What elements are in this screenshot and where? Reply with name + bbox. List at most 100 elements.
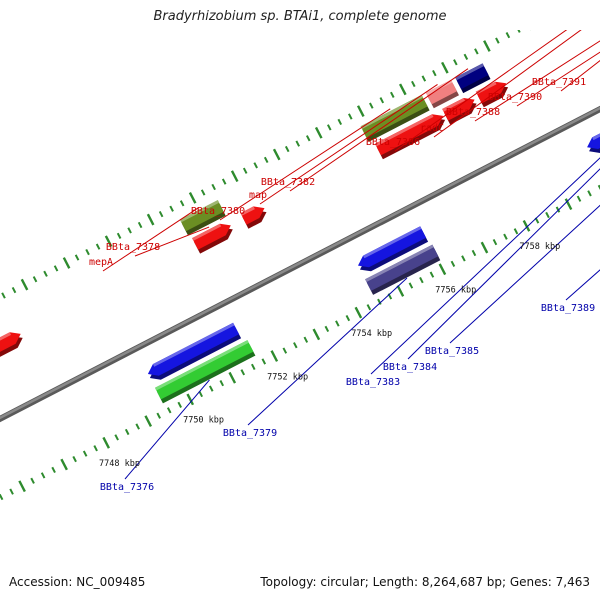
gene-body: [147, 322, 240, 376]
gene-body: [475, 81, 507, 104]
top-scale-tick: [32, 276, 38, 283]
gene-highlight: [592, 133, 600, 141]
top-scale-tick: [137, 221, 143, 229]
bottom-scale-tick: [429, 271, 435, 278]
top-scale-tick: [116, 232, 122, 239]
gene-body: [455, 63, 489, 90]
top-scale-tick: [230, 170, 239, 183]
gene-label-mepA[interactable]: mepA: [89, 257, 113, 268]
callout-line: [259, 84, 438, 205]
top-scale-tick: [356, 105, 365, 117]
gene-g2[interactable]: [147, 322, 242, 380]
bottom-scale-tick: [240, 369, 246, 376]
gene-label-BBta_7376[interactable]: BBta_7376: [100, 482, 154, 493]
gene-g8[interactable]: [365, 244, 441, 295]
bottom-scale-tick: [492, 239, 498, 246]
callout-line: [370, 157, 600, 375]
gene-g1[interactable]: [0, 332, 23, 363]
bottom-scale-tick: [186, 393, 195, 406]
bottom-scale-tick: [177, 401, 182, 408]
bottom-scale-tick: [72, 455, 77, 463]
gene-label-BBta_7383[interactable]: BBta_7383: [346, 377, 400, 388]
bottom-scale-tick: [366, 304, 372, 311]
tick-marks: [0, 5, 600, 501]
bottom-scale-tick: [522, 219, 531, 232]
gene-body: [442, 98, 475, 121]
gene-g9[interactable]: [360, 94, 430, 142]
gene-body: [192, 223, 231, 250]
bottom-scale-tick: [156, 412, 161, 419]
bottom-scale-tick: [40, 472, 46, 479]
genome-backbone: [0, 105, 600, 423]
bottom-scale-tick: [461, 255, 466, 262]
gene-g13[interactable]: [455, 63, 491, 94]
gene-g12[interactable]: [442, 98, 477, 125]
gene-highlight: [240, 206, 255, 216]
top-scale-tick: [559, 5, 562, 10]
bottom-scale-tick: [377, 298, 382, 305]
gene-body: [155, 340, 254, 400]
bottom-scale-tick: [324, 325, 330, 333]
bottom-scale-tick: [576, 195, 582, 202]
gene-g7[interactable]: [358, 226, 429, 272]
gene-label-BBta_7378[interactable]: BBta_7378: [106, 242, 160, 253]
gene-label-map[interactable]: map: [249, 190, 267, 201]
gene-g14[interactable]: [475, 81, 509, 108]
gene-highlight: [152, 322, 235, 367]
top-scale-tick: [390, 91, 395, 98]
genome-summary: Topology: circular; Length: 8,264,687 bp…: [260, 575, 590, 589]
gene-g15[interactable]: [587, 123, 600, 153]
top-scale-tick: [242, 167, 248, 174]
gene-label-radC[interactable]: radC: [420, 123, 444, 134]
gene-g4[interactable]: [179, 200, 226, 236]
bottom-scale-tick: [597, 184, 600, 191]
gene-highlight: [179, 200, 220, 223]
callout-line: [449, 204, 600, 344]
bottom-scale-tick: [564, 198, 573, 211]
gene-g5[interactable]: [192, 223, 233, 254]
gene-label-BBta_7390[interactable]: BBta_7390: [488, 92, 542, 103]
bottom-scale-tick: [93, 445, 98, 452]
top-scale-tick: [549, 11, 552, 16]
top-scale-tick: [200, 189, 206, 196]
gene-label-BBta_7386[interactable]: BBta_7386: [366, 137, 420, 148]
gene-label-BBta_7382[interactable]: BBta_7382: [261, 177, 315, 188]
top-scale-tick: [495, 37, 500, 44]
bottom-scale-tick: [114, 434, 119, 441]
gene-g3[interactable]: [155, 340, 256, 404]
top-scale-tick: [369, 102, 374, 109]
bottom-scale-tick: [438, 263, 447, 276]
top-scale-tick: [483, 40, 491, 52]
gene-label-BBta_7389[interactable]: BBta_7389: [541, 303, 595, 314]
bottom-scale-tick: [228, 371, 237, 384]
top-scale-tick: [53, 265, 59, 272]
bottom-scale-tick: [345, 314, 351, 322]
gene-body: [425, 79, 457, 105]
top-scale-tick: [62, 257, 71, 269]
top-scale-tick: [221, 178, 227, 185]
top-scale-tick: [20, 278, 29, 291]
bottom-scale-tick: [303, 336, 309, 343]
gene-g10[interactable]: [375, 114, 446, 160]
bottom-scale-tick: [251, 363, 256, 371]
scale-label: 7758 kbp: [519, 242, 560, 252]
top-scale-tick: [43, 270, 48, 277]
gene-body: [375, 114, 444, 156]
gene-label-BBta_7384[interactable]: BBta_7384: [383, 362, 437, 373]
gene-g6[interactable]: [240, 206, 267, 229]
bottom-scale-tick: [198, 390, 204, 398]
gene-highlight: [455, 63, 484, 81]
bottom-scale-tick: [450, 260, 456, 267]
gene-highlight: [360, 94, 423, 129]
gene-label-BBta_7391[interactable]: BBta_7391: [532, 77, 586, 88]
callout-line: [516, 51, 600, 107]
top-scale-tick: [337, 118, 343, 126]
gene-label-BBta_7379[interactable]: BBta_7379: [223, 428, 277, 439]
gene-label-BBta_7388[interactable]: BBta_7388: [446, 107, 500, 118]
gene-label-BBta_7380[interactable]: BBta_7380: [191, 206, 245, 217]
gene-highlight: [192, 223, 222, 241]
bottom-scale-tick: [480, 241, 489, 254]
gene-label-BBta_7385[interactable]: BBta_7385: [425, 346, 479, 357]
bottom-scale-tick: [135, 423, 140, 430]
